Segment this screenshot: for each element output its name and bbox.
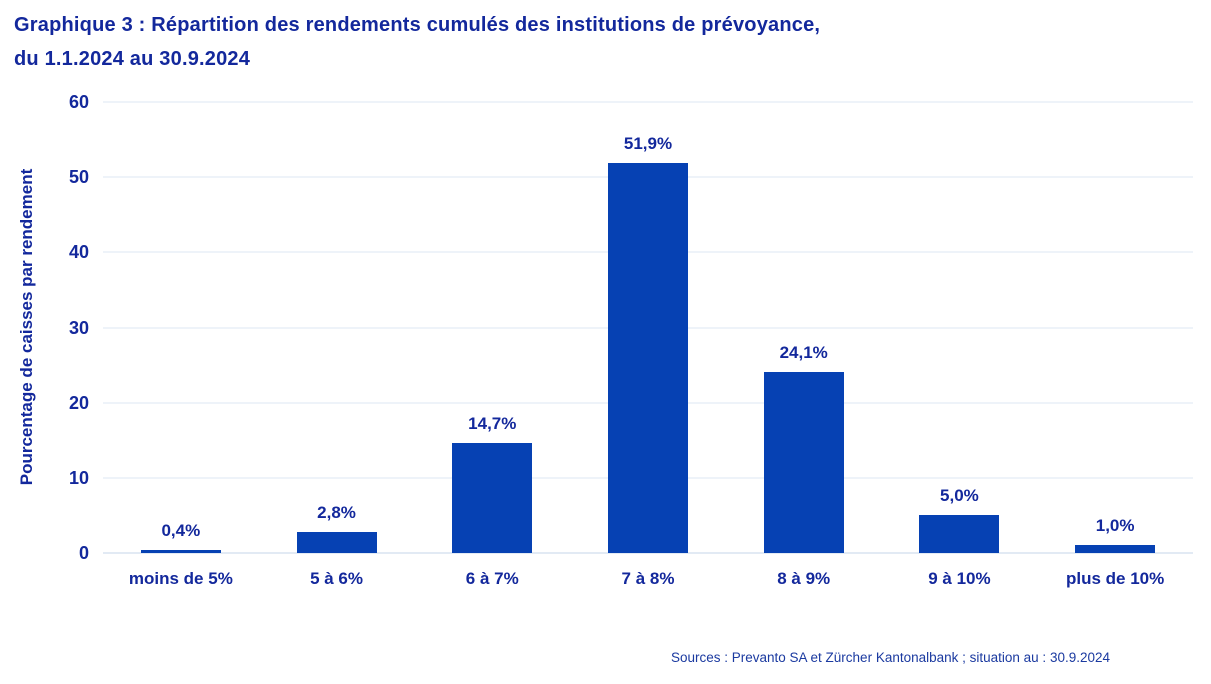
y-tick-label: 40: [68, 242, 89, 263]
y-tick-label: 50: [68, 167, 89, 188]
chart-title: Graphique 3 : Répartition des rendements…: [14, 8, 820, 76]
x-tick-label: 9 à 10%: [928, 569, 991, 588]
bar-slot: 14,7% 6 à 7%: [414, 102, 570, 588]
bar: [140, 550, 221, 553]
chart-title-line2: du 1.1.2024 au 30.9.2024: [14, 48, 251, 70]
bar: [607, 162, 688, 553]
bar-value-label: 5,0%: [940, 486, 979, 506]
x-tick-label: plus de 10%: [1066, 569, 1165, 588]
bar: [919, 515, 1000, 553]
bar: [763, 371, 844, 553]
bar-slot: 1,0% plus de 10%: [1037, 102, 1193, 588]
y-tick-label: 10: [68, 467, 89, 488]
y-tick-label: 20: [68, 392, 89, 413]
x-tick-label: 6 à 7%: [465, 569, 519, 588]
bar-value-label: 2,8%: [317, 502, 356, 522]
bar-value-label: 24,1%: [779, 342, 828, 362]
bar-value-label: 51,9%: [623, 133, 673, 153]
bar-slot: 2,8% 5 à 6%: [259, 102, 415, 588]
bar-value-label: 0,4%: [161, 521, 201, 540]
bar-value-label: 1,0%: [1095, 516, 1135, 536]
bar: [1075, 545, 1156, 553]
y-axis-title: Pourcentage de caisses par rendement: [17, 168, 36, 486]
chart-title-line1: Graphique 3 : Répartition des rendements…: [14, 14, 821, 36]
source-note: Sources : Prevanto SA et Zürcher Kantona…: [670, 650, 1110, 665]
y-tick-label: 30: [68, 317, 89, 338]
bar-slot: 5,0% 9 à 10%: [882, 102, 1038, 588]
bar: [452, 442, 533, 553]
x-tick-label: moins de 5%: [128, 569, 233, 588]
bar-value-label: 14,7%: [468, 413, 517, 433]
bar-slot: 51,9% 7 à 8%: [570, 102, 726, 588]
bar-slot: 24,1% 8 à 9%: [726, 102, 882, 588]
y-tick-label: 0: [78, 543, 89, 563]
bar: [296, 531, 377, 553]
bar-slot: 0,4% moins de 5%: [103, 102, 259, 588]
x-tick-label: 8 à 9%: [777, 569, 831, 588]
x-tick-label: 7 à 8%: [621, 569, 675, 588]
x-axis-baseline: [103, 552, 1193, 554]
y-tick-label: 60: [68, 92, 89, 112]
gridline: [103, 101, 1193, 103]
plot-area: 0 10 20 30 40 50 60 0,4% moins de 5% 2,8% 5 à 6% 14…: [69, 93, 1193, 588]
x-tick-label: 5 à 6%: [310, 569, 364, 588]
